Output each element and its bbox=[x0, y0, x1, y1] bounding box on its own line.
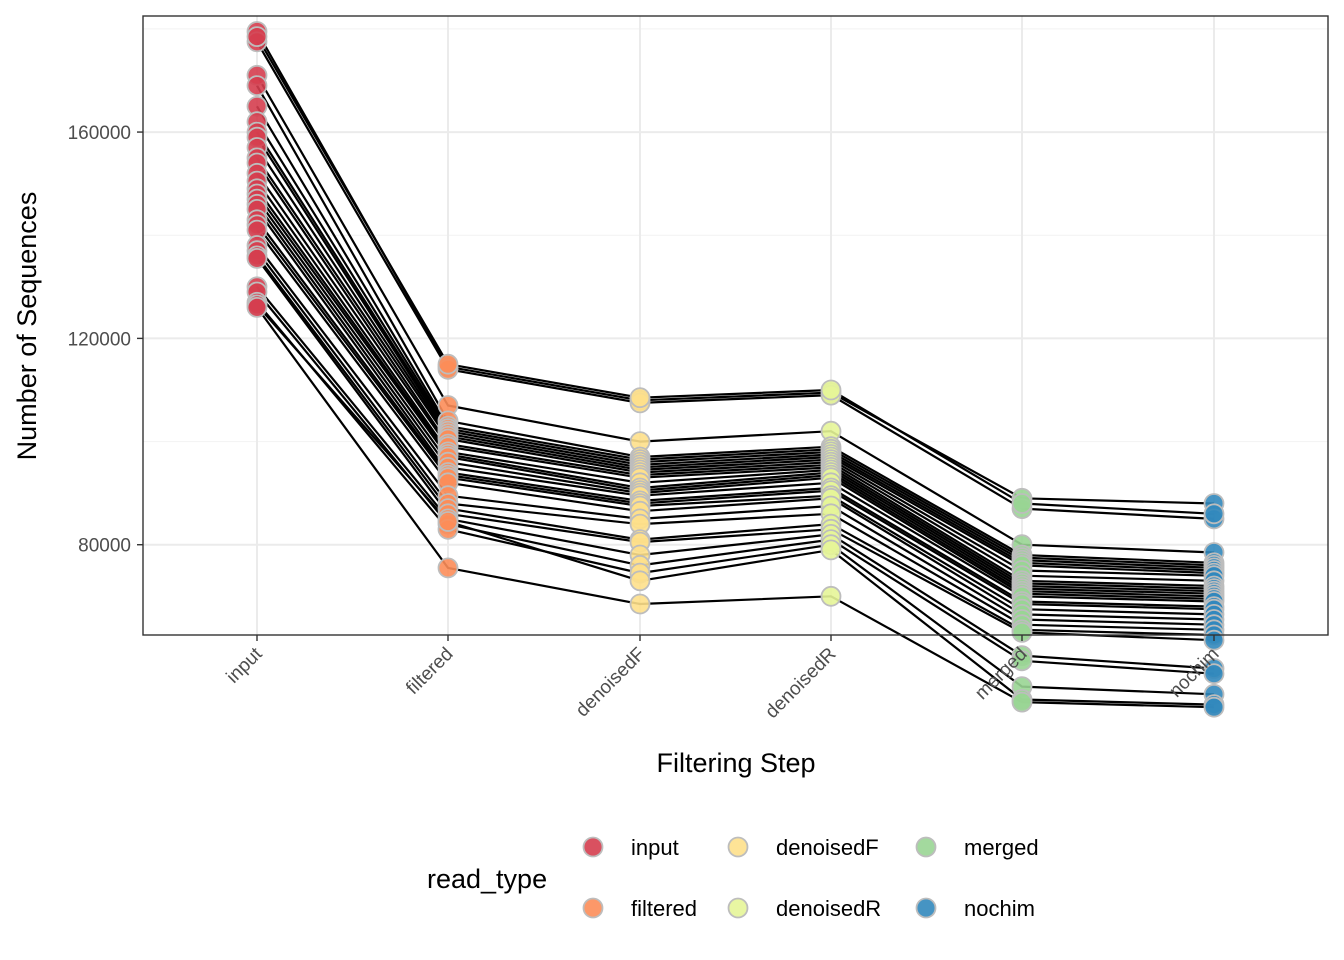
data-point-nochim bbox=[1203, 663, 1225, 685]
series-line bbox=[256, 250, 1215, 631]
legend-key-merged bbox=[915, 836, 937, 858]
series-line bbox=[256, 304, 1215, 706]
legend-key-filtered bbox=[582, 897, 604, 919]
x-tick-label: denoisedF bbox=[572, 644, 650, 722]
series-line bbox=[256, 131, 1215, 572]
series-line bbox=[256, 301, 1215, 696]
series-line bbox=[256, 172, 1215, 590]
data-point-filtered bbox=[437, 511, 459, 532]
data-point-filtered bbox=[437, 557, 459, 579]
series-line bbox=[256, 203, 1215, 603]
series-line bbox=[256, 193, 1215, 598]
data-point-input bbox=[246, 26, 268, 47]
data-point-denoisedR bbox=[820, 379, 842, 401]
data-point-denoisedR bbox=[820, 539, 842, 561]
series-line bbox=[256, 286, 1215, 670]
plot-background bbox=[143, 16, 1328, 635]
series-line bbox=[256, 162, 1215, 588]
data-point-nochim bbox=[1203, 503, 1225, 525]
legend-key-denoisedF bbox=[727, 836, 749, 858]
legend-key-denoisedR bbox=[727, 897, 749, 919]
series-line bbox=[256, 244, 1215, 626]
series-line bbox=[256, 157, 1215, 582]
legend-title: read_type bbox=[427, 864, 547, 894]
legend-key-input bbox=[582, 836, 604, 858]
series-line bbox=[256, 198, 1215, 600]
data-point-denoisedF bbox=[629, 570, 651, 592]
series-lines bbox=[256, 30, 1215, 709]
legend-label-merged: merged bbox=[964, 835, 1039, 860]
series-points bbox=[246, 21, 1225, 718]
legend-label-denoisedF: denoisedF bbox=[776, 835, 879, 860]
data-point-nochim bbox=[1203, 696, 1225, 718]
series-line bbox=[256, 74, 1215, 554]
data-point-denoisedF bbox=[629, 593, 651, 615]
series-line bbox=[256, 136, 1215, 575]
plot-border bbox=[142, 15, 1329, 636]
y-axis-title: Number of Sequences bbox=[12, 192, 42, 461]
series-line bbox=[256, 36, 1215, 515]
data-point-denoisedR bbox=[820, 585, 842, 607]
series-line bbox=[256, 208, 1215, 608]
series-line bbox=[256, 229, 1215, 621]
series-line bbox=[256, 146, 1215, 577]
series-line bbox=[256, 41, 1215, 520]
legend-label-input: input bbox=[631, 835, 679, 860]
data-point-filtered bbox=[437, 353, 459, 375]
data-point-denoisedF bbox=[629, 387, 651, 409]
data-point-input bbox=[246, 296, 268, 318]
x-tick-label: filtered bbox=[402, 644, 457, 699]
y-axis: 80000 120000 160000 bbox=[68, 123, 143, 557]
y-tick-label: 120000 bbox=[68, 329, 131, 350]
legend-label-filtered: filtered bbox=[631, 896, 697, 921]
legend-key-nochim bbox=[915, 897, 937, 919]
data-point-input bbox=[246, 247, 268, 269]
x-tick-label: input bbox=[223, 643, 267, 687]
series-line bbox=[256, 219, 1215, 611]
legend: read_type input filtered denoisedF denoised… bbox=[427, 835, 1039, 921]
data-point-merged bbox=[1011, 493, 1033, 514]
data-point-input bbox=[246, 75, 268, 96]
x-tick-label: denoisedR bbox=[761, 644, 840, 723]
data-point-merged bbox=[1011, 691, 1033, 713]
series-line bbox=[256, 257, 1215, 642]
y-tick-label: 160000 bbox=[68, 123, 131, 144]
series-line bbox=[256, 255, 1215, 637]
series-line bbox=[256, 224, 1215, 616]
data-point-merged bbox=[1011, 622, 1033, 643]
legend-label-nochim: nochim bbox=[964, 896, 1035, 921]
legend-label-denoisedR: denoisedR bbox=[776, 896, 881, 921]
data-point-merged bbox=[1011, 650, 1033, 672]
x-axis-title: Filtering Step bbox=[656, 748, 815, 778]
y-tick-label: 80000 bbox=[78, 536, 131, 557]
series-line bbox=[256, 180, 1215, 593]
x-axis: input filtered denoisedF denoisedR merged noc… bbox=[223, 635, 1224, 723]
series-line bbox=[256, 105, 1215, 567]
series-line bbox=[256, 188, 1215, 595]
series-line bbox=[256, 85, 1215, 564]
series-line bbox=[256, 121, 1215, 569]
series-line bbox=[256, 306, 1215, 709]
